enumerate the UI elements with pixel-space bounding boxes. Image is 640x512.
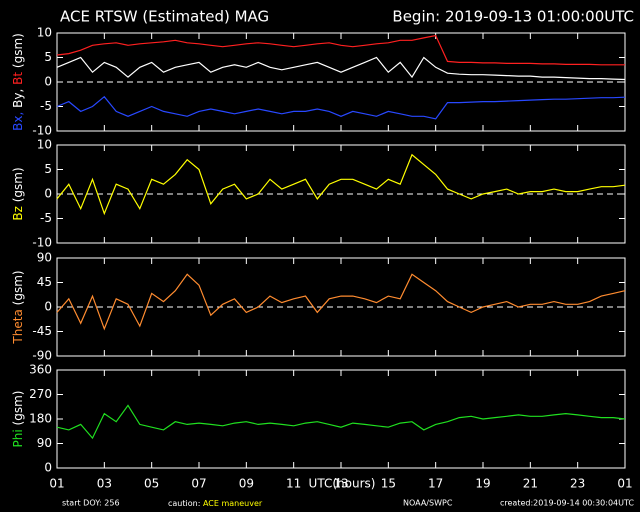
data-line (56, 404, 626, 440)
x-tick-label: 15 (381, 477, 396, 491)
y-unit: (gsm) (11, 33, 25, 68)
y-tick-label: 5 (44, 50, 52, 64)
caution: caution: ACE maneuver (168, 499, 263, 508)
y-tick-label: 0 (44, 461, 52, 475)
y-tick-label: 0 (44, 187, 52, 201)
x-tick-label: 07 (191, 477, 206, 491)
caution-note: ACE maneuver (203, 499, 263, 508)
x-axis-label: UTC(hours) (309, 477, 376, 491)
y-tick-label: -45 (32, 324, 52, 338)
y-unit: (gsm) (11, 270, 25, 305)
x-tick-label: 09 (239, 477, 254, 491)
x-tick-label: 17 (428, 477, 443, 491)
y-tick-label: 0 (44, 75, 52, 89)
x-tick-label: 05 (144, 477, 159, 491)
y-tick-label: 5 (44, 162, 52, 176)
y-tick-label: 10 (37, 26, 52, 40)
data-line (56, 273, 626, 331)
source: NOAA/SWPC (403, 499, 453, 508)
y-axis-label: Bz (gsm) (11, 167, 25, 220)
data-line (56, 153, 626, 216)
series-name: Bz (11, 206, 25, 221)
y-tick-label: -10 (32, 124, 52, 138)
x-tick-label: 01 (617, 477, 632, 491)
data-line (56, 34, 625, 66)
y-tick-label: -10 (32, 236, 52, 250)
y-tick-label: 10 (37, 138, 52, 152)
x-tick-label: 03 (97, 477, 112, 491)
y-tick-label: 270 (29, 387, 52, 401)
y-unit: (gsm) (11, 391, 25, 426)
y-tick-label: 45 (37, 275, 52, 289)
series-name: By, (11, 89, 25, 108)
y-tick-label: 360 (29, 363, 52, 377)
chart-title: ACE RTSW (Estimated) MAG (60, 8, 269, 26)
caution-label: caution: (168, 499, 200, 508)
created: created:2019-09-14 00:30:04UTC (500, 499, 634, 508)
y-tick-label: 90 (37, 436, 52, 450)
y-tick-label: -5 (40, 211, 52, 225)
series-name: Bt (11, 72, 25, 85)
start-doy: start DOY: 256 (62, 499, 120, 508)
begin-time: Begin: 2019-09-13 01:00:00UTC (392, 8, 634, 26)
x-tick-label: 11 (286, 477, 301, 491)
data-line (56, 95, 626, 120)
y-axis-label: Bx, By, Bt (gsm) (11, 33, 25, 131)
y-axis-label: Phi (gsm) (11, 391, 25, 448)
x-tick-label: 13 (333, 477, 348, 491)
y-tick-label: -90 (32, 349, 52, 363)
x-tick-label: 01 (49, 477, 64, 491)
y-tick-label: 90 (37, 251, 52, 265)
y-unit: (gsm) (11, 167, 25, 202)
x-tick-label: 23 (570, 477, 585, 491)
series-name: Bx, (11, 112, 25, 131)
x-tick-label: 19 (475, 477, 490, 491)
data-line (56, 56, 626, 81)
y-axis-label: Theta (gsm) (11, 270, 25, 344)
y-tick-label: 180 (29, 412, 52, 426)
y-tick-label: 0 (44, 300, 52, 314)
x-tick-label: 21 (523, 477, 538, 491)
y-tick-label: -5 (40, 99, 52, 113)
series-name: Theta (11, 309, 25, 344)
series-name: Phi (11, 429, 25, 447)
